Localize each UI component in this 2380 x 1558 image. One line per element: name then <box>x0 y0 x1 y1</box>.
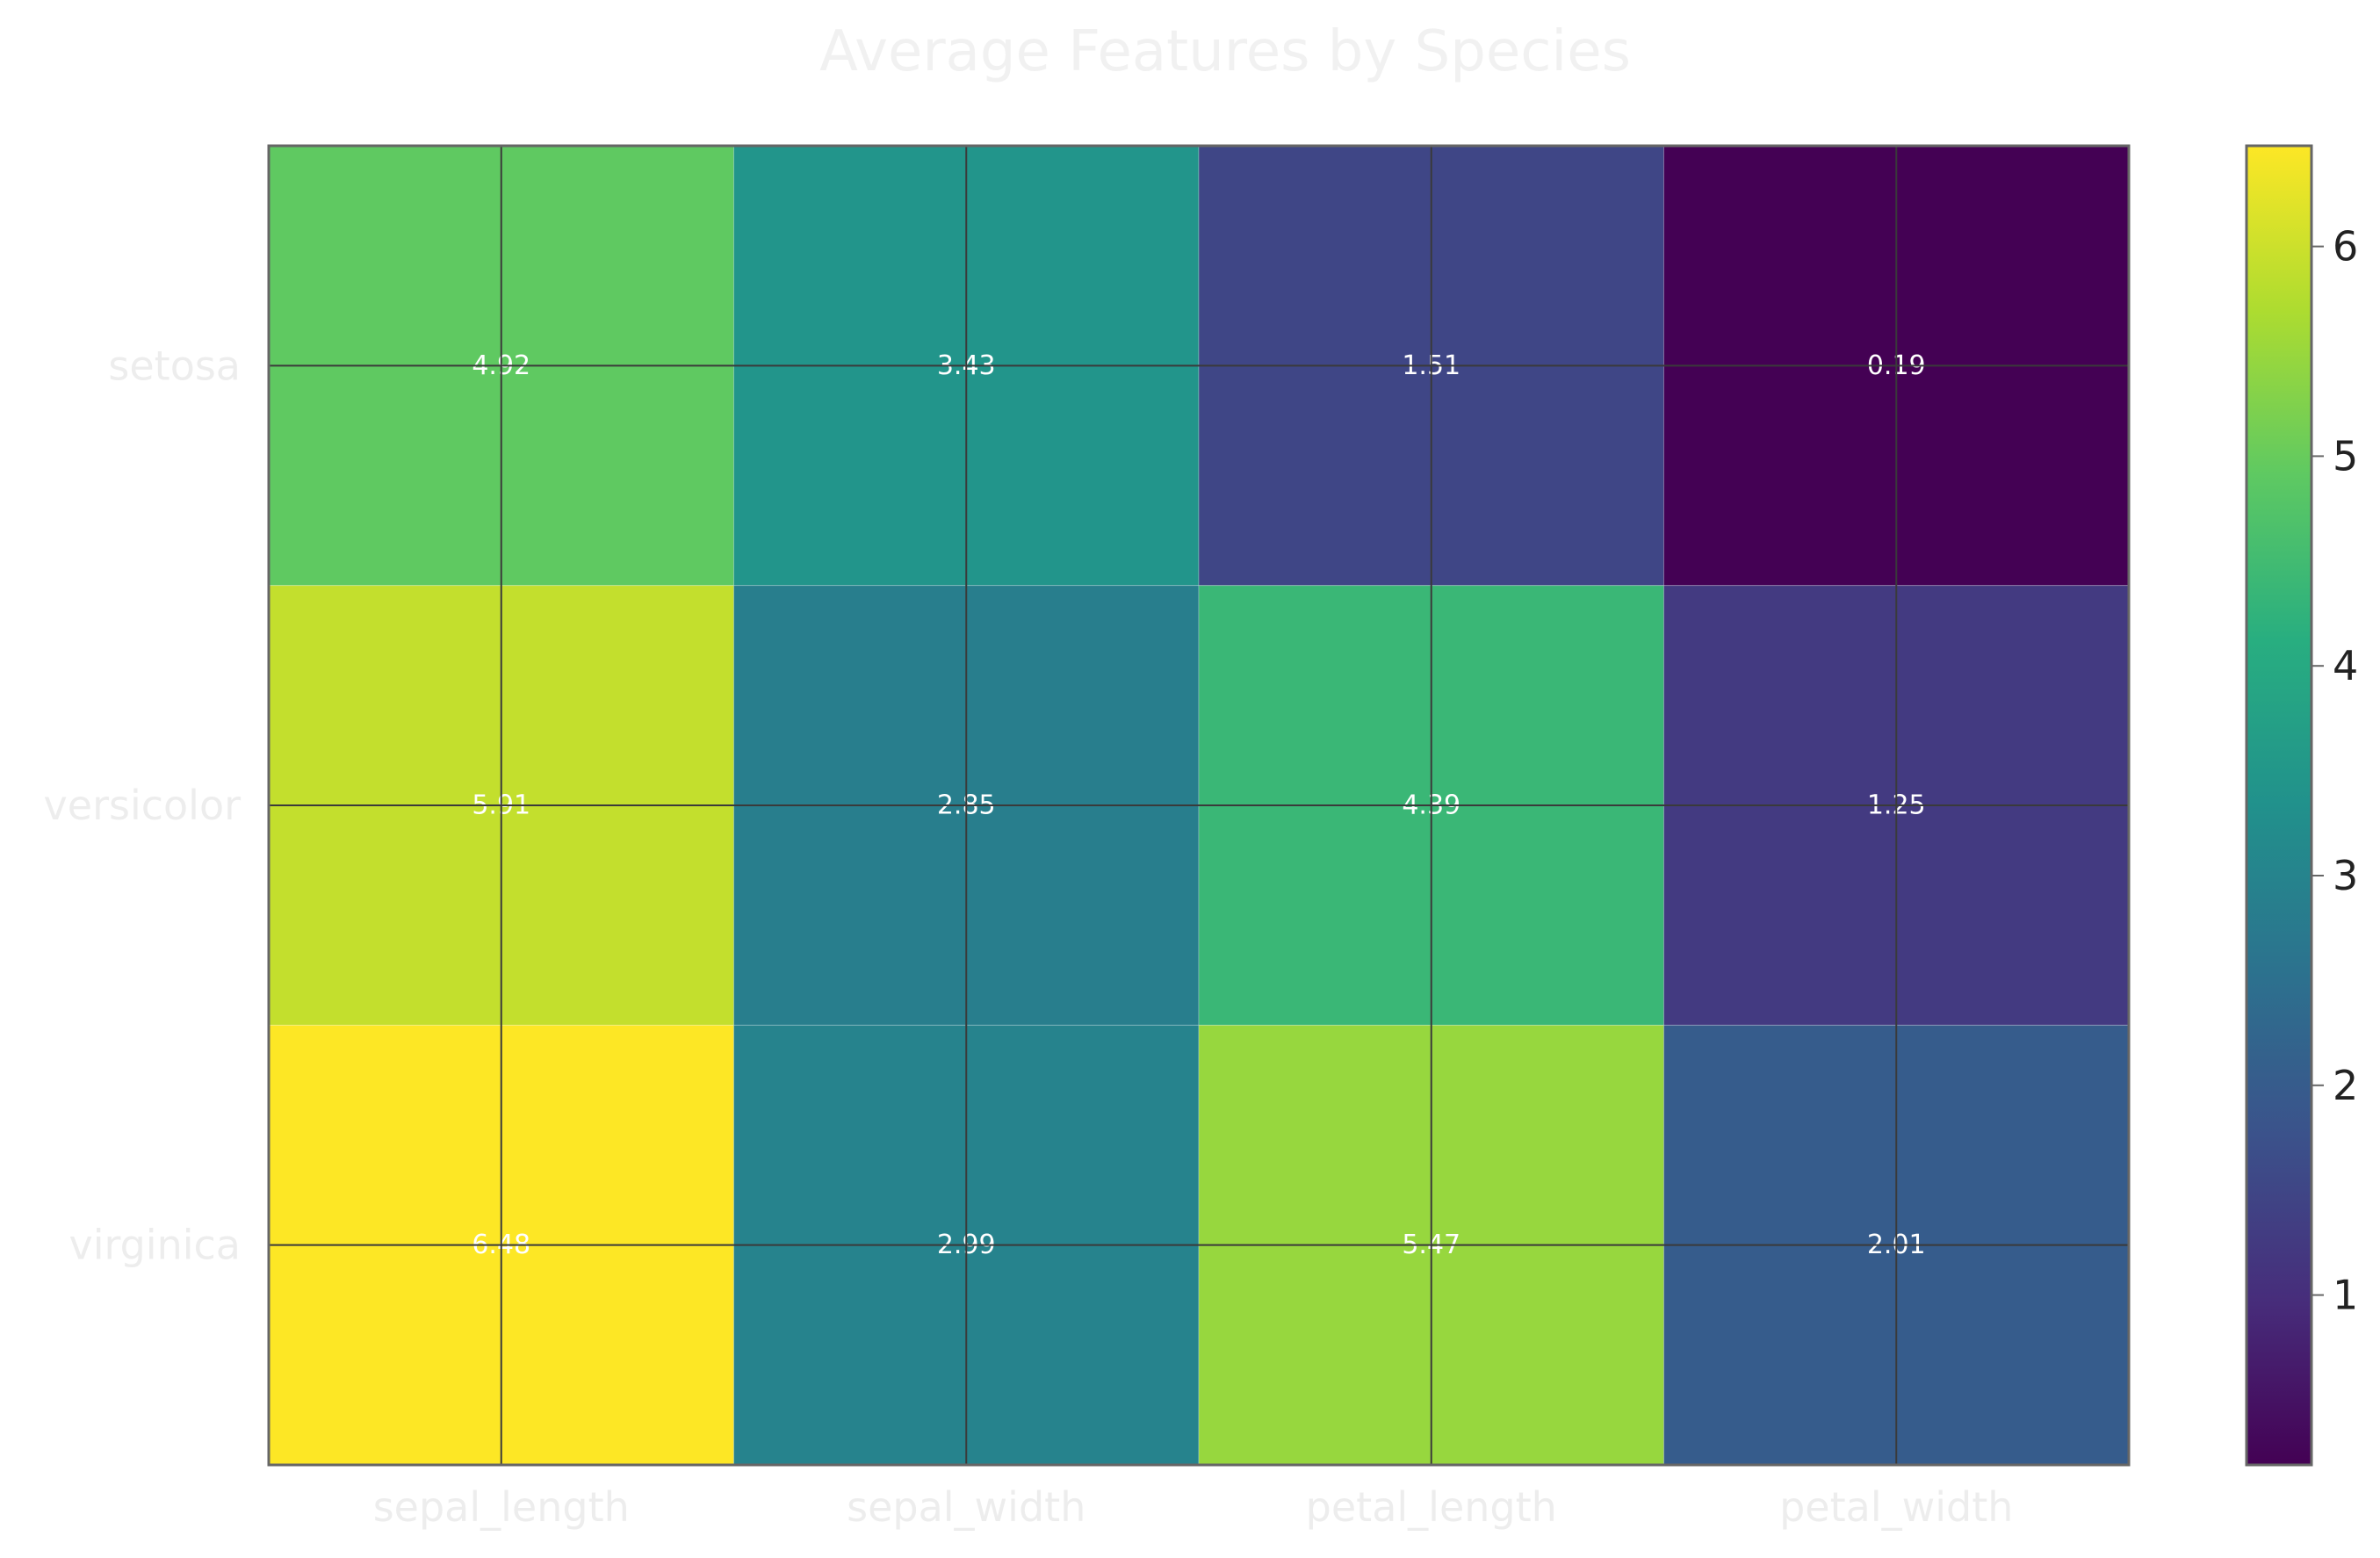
colorbar-tick-label: 3 <box>2333 852 2358 899</box>
x-tick-label: petal_length <box>1306 1483 1557 1531</box>
heatmap-gridlines <box>269 146 2129 1465</box>
colorbar-tick-label: 5 <box>2333 432 2358 480</box>
x-tick-label: sepal_length <box>373 1483 630 1531</box>
x-tick-label: sepal_width <box>847 1483 1085 1531</box>
colorbar: 1 2 3 4 5 6 <box>2245 144 2358 1467</box>
colorbar-gradient <box>2245 144 2313 1467</box>
colorbar-tick-label: 4 <box>2333 642 2358 689</box>
y-tick-label: setosa <box>108 342 241 389</box>
colorbar-tick-label: 6 <box>2333 223 2358 270</box>
x-tick-label: petal_width <box>1779 1483 2013 1531</box>
colorbar-tick-label: 2 <box>2333 1062 2358 1109</box>
plot-frame <box>267 144 2131 1467</box>
y-tick-label: versicolor <box>44 782 242 829</box>
x-axis: sepal_length sepal_width petal_length petal… <box>373 1483 2014 1531</box>
colorbar-tick-label: 1 <box>2333 1272 2358 1319</box>
y-axis: setosa versicolor virginica <box>44 342 242 1268</box>
chart-title: Average Features by Species <box>819 19 1631 84</box>
colorbar-ticks: 1 2 3 4 5 6 <box>2311 223 2358 1319</box>
y-tick-label: virginica <box>69 1222 242 1269</box>
